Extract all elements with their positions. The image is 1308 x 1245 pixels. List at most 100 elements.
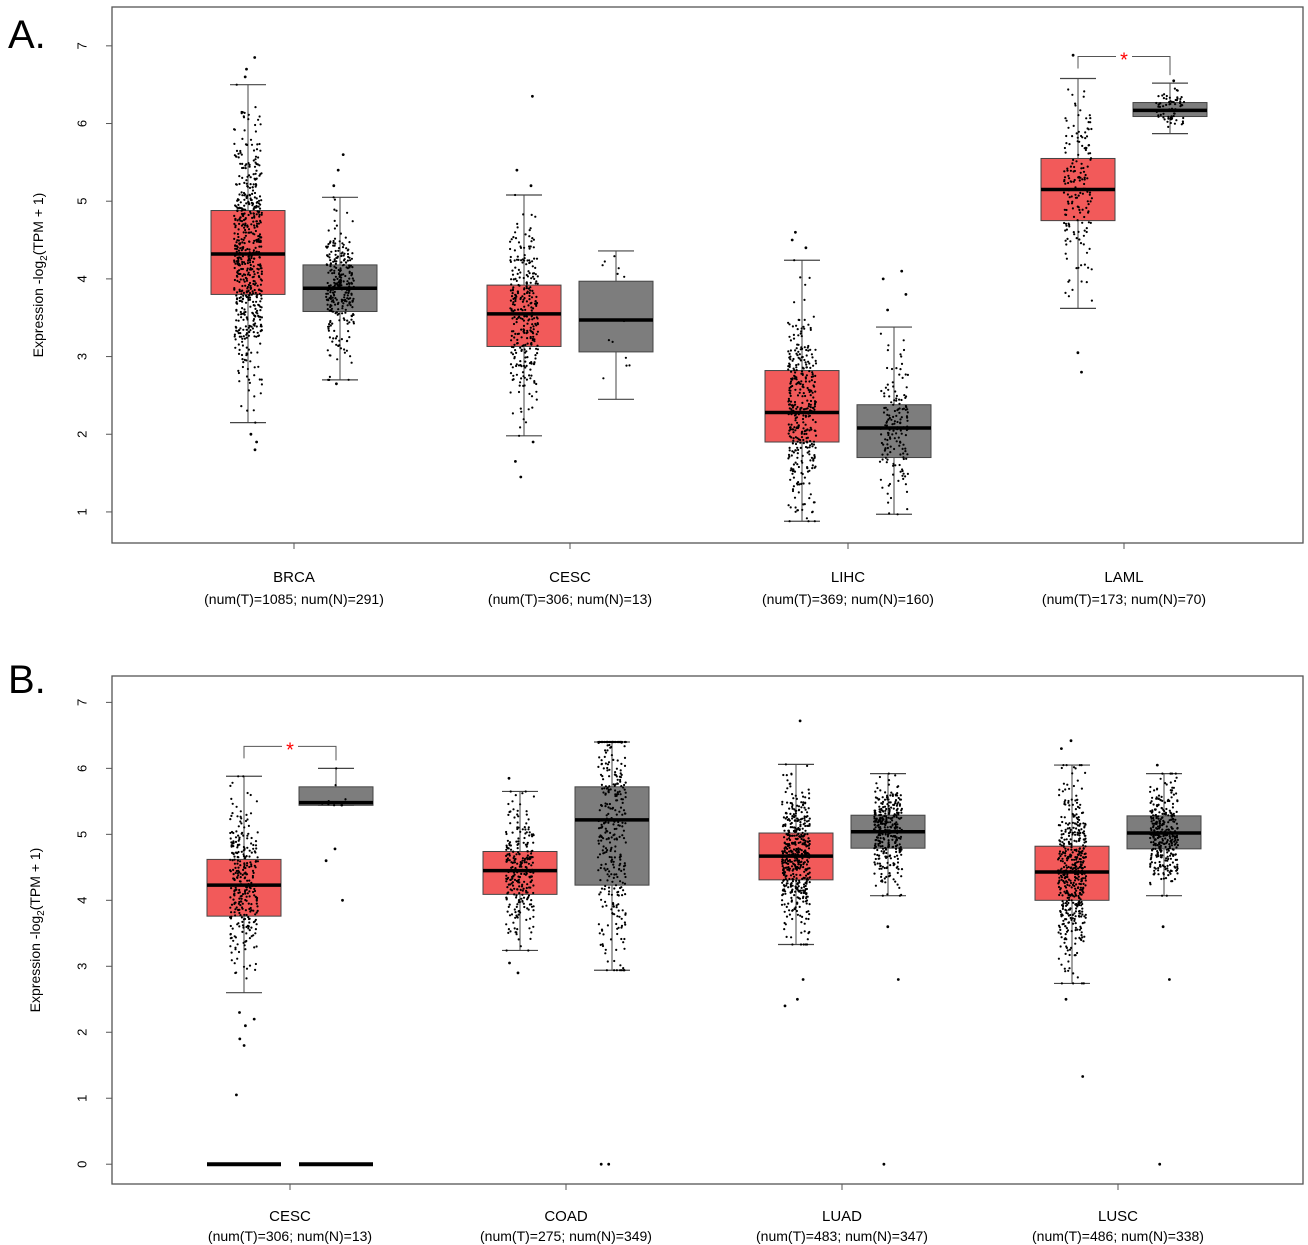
- data-point: [515, 318, 518, 321]
- data-point: [1079, 883, 1082, 886]
- data-point: [881, 486, 884, 489]
- data-point: [621, 834, 624, 837]
- data-point: [533, 380, 536, 383]
- data-point: [251, 186, 254, 189]
- data-point: [899, 837, 902, 840]
- data-point: [887, 842, 890, 846]
- data-point: [797, 832, 800, 836]
- data-point: [332, 337, 335, 340]
- data-point: [891, 846, 894, 849]
- data-point: [616, 791, 619, 794]
- data-point: [880, 808, 883, 812]
- data-point: [604, 749, 607, 752]
- data-point: [518, 276, 521, 279]
- data-point: [1063, 170, 1066, 173]
- data-point: [1066, 169, 1069, 172]
- data-point: [884, 448, 887, 451]
- data-point: [791, 805, 794, 809]
- data-point: [886, 383, 889, 386]
- data-point: [1074, 833, 1077, 836]
- data-point: [1070, 798, 1073, 801]
- data-point: [813, 455, 816, 458]
- data-point: [530, 852, 533, 855]
- data-point: [327, 325, 330, 328]
- data-point: [234, 886, 237, 889]
- data-point: [1066, 949, 1069, 952]
- x-tick-label: LIHC: [831, 569, 865, 586]
- data-point: [532, 795, 536, 798]
- data-point: [1157, 794, 1161, 797]
- data-point: [247, 326, 250, 329]
- data-point: [521, 859, 524, 862]
- data-point: [1170, 852, 1173, 855]
- data-point: [621, 881, 624, 884]
- data-point: [620, 926, 623, 929]
- data-point: [1085, 251, 1089, 254]
- data-point: [1067, 893, 1070, 896]
- data-point: [247, 162, 250, 165]
- data-point: [788, 363, 791, 366]
- data-point: [234, 218, 237, 221]
- data-point: [333, 284, 336, 287]
- data-point: [1087, 210, 1090, 213]
- data-point: [229, 924, 232, 928]
- data-point: [793, 259, 796, 262]
- data-point: [240, 249, 243, 252]
- tumor-box: [1040, 53, 1116, 374]
- data-point: [1158, 821, 1161, 825]
- data-point: [1062, 782, 1065, 785]
- data-point: [809, 444, 812, 447]
- data-point: [238, 206, 241, 209]
- data-point: [248, 193, 251, 196]
- data-point: [524, 366, 527, 369]
- data-point: [899, 429, 902, 432]
- data-point: [1073, 233, 1076, 236]
- sample-count-label: (num(T)=483; num(N)=347): [756, 1228, 928, 1244]
- data-point: [881, 845, 884, 848]
- data-point: [534, 273, 537, 276]
- data-point: [235, 851, 238, 854]
- data-point: [1065, 257, 1068, 260]
- data-point: [513, 878, 517, 882]
- data-point: [233, 962, 236, 965]
- sample-count-label: (num(T)=275; num(N)=349): [480, 1228, 652, 1244]
- plot-frame: [111, 675, 1304, 1185]
- data-point: [607, 821, 610, 824]
- data-point: [1161, 816, 1164, 819]
- data-point: [244, 284, 247, 287]
- data-point: [1159, 846, 1162, 849]
- data-point: [796, 804, 799, 807]
- data-point: [622, 868, 626, 871]
- data-point: [613, 255, 616, 258]
- data-point: [890, 791, 893, 794]
- data-point: [882, 800, 885, 804]
- data-point: [892, 429, 895, 432]
- data-point: [783, 870, 786, 873]
- data-point: [879, 816, 882, 819]
- data-point: [506, 892, 509, 895]
- data-point: [788, 435, 792, 438]
- data-point: [237, 257, 240, 260]
- data-point: [900, 811, 903, 814]
- iqr-box: [298, 786, 374, 806]
- data-point: [788, 520, 791, 523]
- data-point: [1166, 851, 1169, 854]
- data-point: [338, 319, 341, 322]
- data-point: [900, 853, 903, 856]
- data-point: [808, 876, 812, 879]
- data-point: [787, 457, 790, 460]
- data-point: [1174, 839, 1177, 842]
- data-point: [1082, 166, 1085, 170]
- data-point: [254, 106, 257, 109]
- data-point: [334, 312, 337, 315]
- data-point: [234, 946, 237, 949]
- data-point: [525, 856, 529, 859]
- data-point: [244, 301, 248, 304]
- data-point: [525, 861, 528, 864]
- data-point: [1066, 859, 1069, 862]
- data-point: [1082, 860, 1085, 863]
- data-point: [880, 433, 883, 436]
- data-point: [880, 389, 883, 393]
- outlier-point: [882, 1162, 886, 1166]
- data-point: [243, 913, 246, 916]
